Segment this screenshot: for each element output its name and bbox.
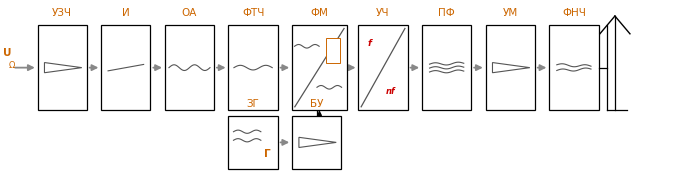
Bar xyxy=(38,25,87,110)
Bar xyxy=(228,116,278,169)
Bar xyxy=(422,25,471,110)
Bar xyxy=(358,25,408,110)
Text: U: U xyxy=(3,48,12,58)
Bar xyxy=(326,38,340,63)
Text: УМ: УМ xyxy=(503,8,518,18)
Text: ЗГ: ЗГ xyxy=(247,99,259,109)
Text: ФМ: ФМ xyxy=(311,8,328,18)
Bar xyxy=(101,25,150,110)
Text: Ω: Ω xyxy=(9,61,15,70)
Bar xyxy=(165,25,214,110)
Bar xyxy=(228,25,278,110)
Text: УЧ: УЧ xyxy=(376,8,390,18)
Bar xyxy=(486,25,535,110)
Text: Г: Г xyxy=(263,149,270,159)
Bar xyxy=(549,25,598,110)
Text: ФТЧ: ФТЧ xyxy=(242,8,264,18)
Text: БУ: БУ xyxy=(310,99,324,109)
Text: f: f xyxy=(367,39,371,48)
Text: И: И xyxy=(122,8,130,18)
Text: ОА: ОА xyxy=(182,8,197,18)
Text: ПФ: ПФ xyxy=(438,8,455,18)
Text: УЗЧ: УЗЧ xyxy=(52,8,73,18)
Bar xyxy=(292,116,341,169)
Text: nf: nf xyxy=(386,87,395,96)
Text: ФНЧ: ФНЧ xyxy=(562,8,586,18)
Bar xyxy=(292,25,347,110)
